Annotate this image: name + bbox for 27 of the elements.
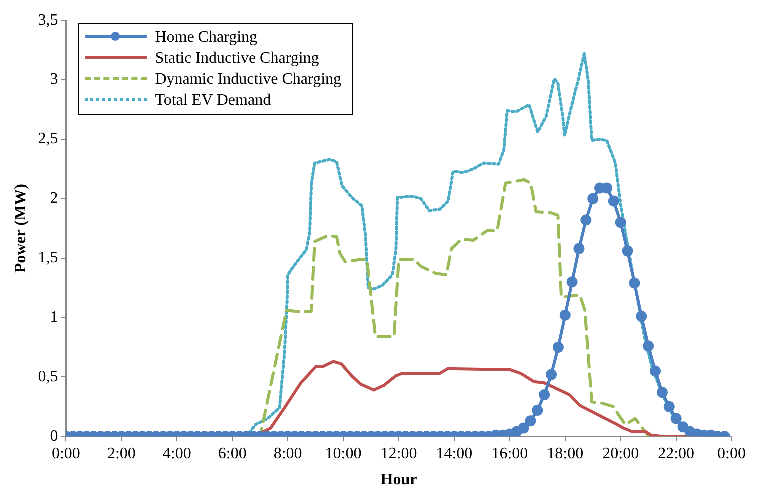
x-tick-label: 2:00 bbox=[107, 445, 136, 462]
x-tick-label: 10:00 bbox=[325, 445, 362, 462]
x-tick-label: 18:00 bbox=[547, 445, 584, 462]
x-tick-label: 4:00 bbox=[162, 445, 192, 462]
x-tick-label: 22:00 bbox=[658, 445, 695, 462]
y-tick-label: 3,5 bbox=[38, 12, 58, 29]
legend-label: Dynamic Inductive Charging bbox=[155, 70, 342, 90]
y-tick-label: 2,5 bbox=[38, 130, 58, 148]
x-tick-label: 8:00 bbox=[274, 445, 302, 462]
y-tick-label: 0,5 bbox=[38, 368, 58, 386]
y-axis-title: Power (MW) bbox=[12, 184, 30, 274]
legend-label: Home Charging bbox=[155, 28, 258, 48]
y-tick-label: 1,5 bbox=[38, 250, 58, 267]
legend-label: Static Inductive Charging bbox=[155, 48, 320, 69]
x-tick-label: 0:00 bbox=[718, 445, 746, 462]
x-tick-label: 6:00 bbox=[218, 445, 247, 462]
y-tick-label: 1 bbox=[50, 308, 58, 326]
legend-label: Total EV Demand bbox=[155, 90, 272, 111]
y-tick-label: 3 bbox=[50, 71, 58, 88]
x-tick-label: 12:00 bbox=[380, 445, 418, 462]
x-tick-label: 14:00 bbox=[436, 445, 473, 462]
x-tick-label: 20:00 bbox=[602, 445, 640, 462]
x-tick-label: 16:00 bbox=[492, 445, 528, 462]
y-tick-label: 0 bbox=[50, 428, 58, 445]
x-tick-label: 0:00 bbox=[52, 445, 80, 462]
y-tick-label: 2 bbox=[50, 190, 58, 208]
x-axis-title: Hour bbox=[380, 472, 418, 489]
